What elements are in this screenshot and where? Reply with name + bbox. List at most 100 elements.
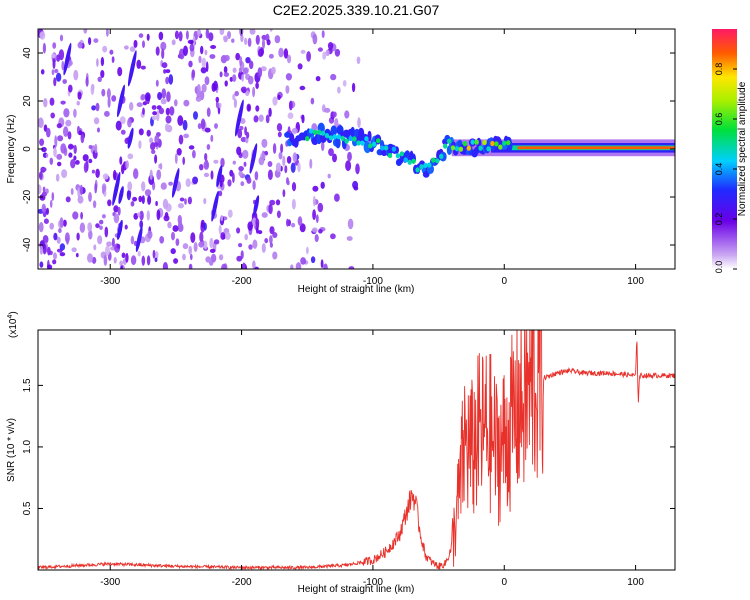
spectrogram-cell <box>177 115 184 126</box>
spectrogram-cell <box>77 195 84 204</box>
spectrogram-cell <box>291 198 296 210</box>
spectrogram-cell <box>83 29 88 34</box>
spectrogram-cell <box>136 59 142 69</box>
spectrogram-cell <box>269 235 273 245</box>
spectrogram-cell <box>52 58 56 69</box>
spectrogram-cell <box>100 56 105 67</box>
spectrogram-cell <box>138 195 143 203</box>
spectrogram-cell <box>107 96 111 108</box>
spectrogram-ridge-peak <box>446 138 452 144</box>
spectrogram-cell <box>87 222 93 232</box>
spectrogram-cell <box>246 131 250 139</box>
spectrogram-cell <box>330 233 336 240</box>
spectrogram-cell <box>268 203 273 215</box>
spectrogram-cell <box>300 49 306 55</box>
spectrogram-cell <box>60 143 67 154</box>
spectrogram-cell <box>137 250 141 257</box>
spectrogram-cell <box>297 216 303 226</box>
spectrogram-ridge-peak <box>403 157 408 163</box>
spectrogram-cell <box>209 248 216 253</box>
spectrogram-cell <box>337 86 341 94</box>
spectrogram-ridge-peak <box>423 162 428 168</box>
spectrogram-cell <box>159 236 165 244</box>
spectrogram-cell <box>260 66 267 72</box>
spectrogram-cell <box>154 257 158 263</box>
spectrogram-cell <box>183 133 190 139</box>
spectrogram-cell <box>161 88 167 99</box>
spectrogram-cell <box>287 112 294 119</box>
spectrogram-cell <box>242 67 249 75</box>
spectrogram-cell <box>284 165 288 174</box>
spectrogram-cell <box>52 259 57 265</box>
spectrogram-cell <box>161 48 165 60</box>
spectrogram-ridge-halo <box>350 126 356 139</box>
spectrogram-cell <box>291 127 298 134</box>
spectrogram-cell <box>155 251 159 259</box>
spectrogram-cell <box>171 231 175 241</box>
spectrogram-cell <box>91 256 97 264</box>
spectrogram-cell <box>76 232 80 241</box>
spectrogram-cell <box>334 118 339 129</box>
spectrogram-cell <box>188 145 195 150</box>
spectrogram-cell <box>178 203 184 209</box>
spectrogram-cell <box>182 253 186 261</box>
spectrogram-cell <box>80 211 83 220</box>
spectrogram-cell <box>240 250 244 259</box>
spectrogram-cell <box>223 72 229 77</box>
spectrogram-streak <box>253 195 260 216</box>
spectrogram-cell <box>57 135 64 142</box>
spectrogram-cell <box>167 221 172 229</box>
spectrogram-cell <box>310 97 315 105</box>
spectrogram-cell <box>252 180 256 191</box>
spectrogram-cell <box>73 69 79 81</box>
spectrogram-cell <box>355 163 360 175</box>
spectrogram-ridge-halo <box>330 125 338 137</box>
spectrogram-ridge-peak <box>395 153 401 159</box>
spectrogram-ridge-peak <box>332 134 337 140</box>
spectrogram-cell <box>189 43 195 52</box>
spectrogram-cell <box>146 33 150 41</box>
spectrogram-cell <box>283 48 289 59</box>
spectrogram-cell <box>306 51 311 62</box>
spectrogram-cell <box>278 152 283 160</box>
spectrogram-cell <box>165 76 170 85</box>
spectrogram-cell <box>203 222 207 231</box>
colorbar: 0.0 0.2 0.4 0.6 0.8 Normalized spectral ampl… <box>712 29 748 273</box>
spectrogram-ridge-peak <box>320 130 326 136</box>
spectrogram-cell <box>147 195 152 205</box>
spectrogram-cell <box>47 246 51 256</box>
spectrogram-ridge-peak <box>482 139 487 146</box>
spectrogram-cell <box>220 232 226 240</box>
spectrogram-cell <box>357 117 361 128</box>
spectrogram-cell <box>268 107 272 118</box>
spectrogram-cell <box>109 49 114 55</box>
spectrogram-cell <box>163 69 167 74</box>
spectrogram-cell <box>192 176 199 185</box>
spectrogram-cell <box>38 184 42 195</box>
spectrogram-cell <box>213 159 219 164</box>
spectrogram-cell <box>193 242 198 252</box>
spectrogram-cell <box>238 170 243 177</box>
spectrogram-cell <box>232 160 236 165</box>
spectrogram-cell <box>51 192 55 201</box>
spectrogram-cell <box>205 61 209 72</box>
spectrogram-cell <box>252 239 258 249</box>
spectrogram-cell <box>102 45 108 53</box>
spectrogram-cell <box>261 212 268 218</box>
spectrogram-cell <box>78 130 83 136</box>
spectrogram-cell <box>103 255 108 266</box>
spectrogram-cell <box>49 97 55 106</box>
spectrogram-cell <box>85 76 89 87</box>
spectrogram-cell <box>290 264 294 269</box>
spectrogram-cell <box>253 115 259 123</box>
spectrogram-cell <box>106 241 113 247</box>
spectrogram-ridge-peak <box>458 146 464 152</box>
spectrogram-cell <box>291 222 296 228</box>
spectrogram-cell <box>218 190 223 197</box>
spectrogram-cell <box>266 39 271 46</box>
spectrogram-cell <box>286 218 289 227</box>
spectrogram-cell <box>321 140 325 152</box>
spectrogram-ridge-peak <box>312 129 318 135</box>
snr-ytick-label: 1.0 <box>22 440 33 454</box>
spectrogram-cell <box>152 249 156 259</box>
